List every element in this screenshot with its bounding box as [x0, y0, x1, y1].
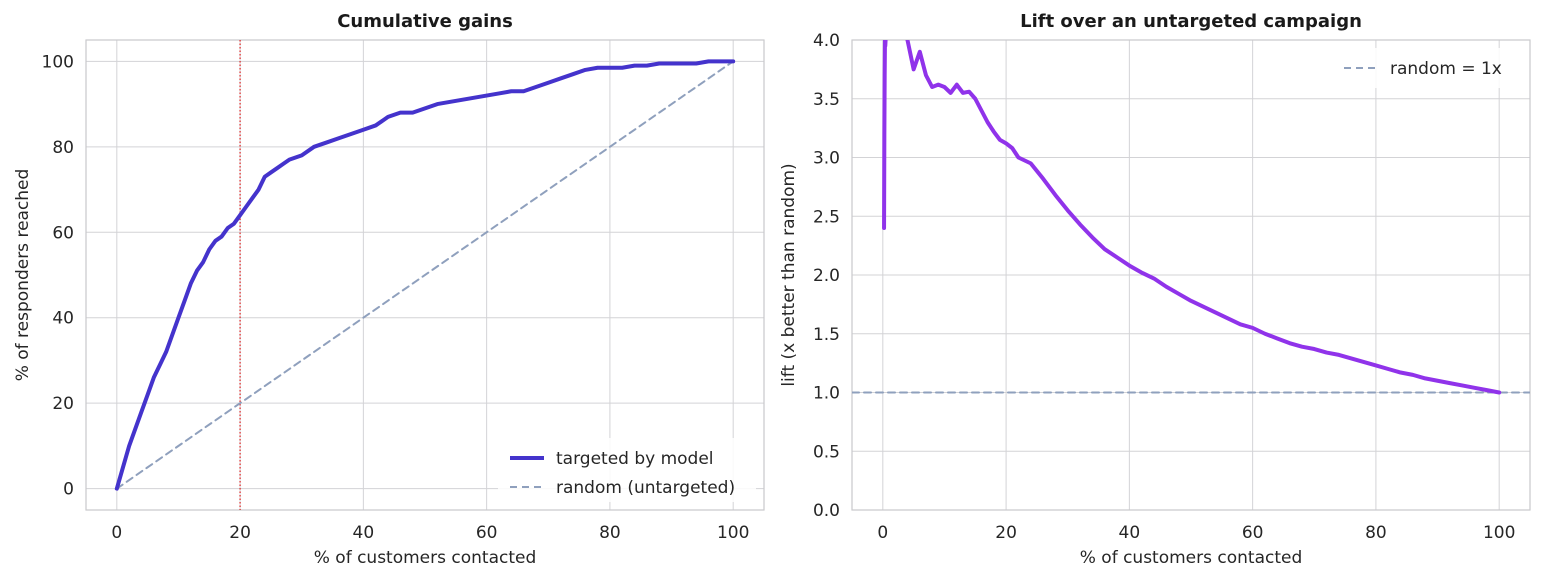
- y-tick-label: 100: [42, 52, 74, 72]
- x-tick-label: 60: [1242, 523, 1264, 543]
- series-line-random-untargeted-: [115, 60, 735, 490]
- series-line-lift: [882, 40, 1502, 395]
- y-tick-label: 60: [52, 223, 74, 243]
- gridlines: [86, 40, 764, 510]
- x-tick-label: 20: [995, 523, 1017, 543]
- chart-title: Lift over an untargeted campaign: [1020, 11, 1362, 32]
- x-axis-label: % of customers contacted: [314, 548, 537, 568]
- legend: random = 1x: [1332, 48, 1522, 88]
- x-tick-label: 80: [1365, 523, 1387, 543]
- x-tick-label: 0: [111, 523, 122, 543]
- chart-title: Cumulative gains: [337, 11, 513, 32]
- chart-panel-1: 0 20 40 60 80 100 0 20 40 60 80 100 Cumulative gains…: [13, 11, 765, 568]
- y-tick-label: 2.0: [813, 266, 840, 286]
- legend-label: random (untargeted): [556, 478, 735, 498]
- x-tick-label: 100: [1483, 523, 1515, 543]
- chart-panel-2: 0 20 40 60 80 100 0.0 0.5 1.0 1.5 2.0 2.5 3.0 3.5 4.0 L…: [779, 11, 1531, 568]
- legend: targeted by model random (untargeted): [498, 438, 756, 502]
- x-tick-label: 60: [476, 523, 498, 543]
- legend-label: targeted by model: [556, 449, 714, 469]
- x-tick-label: 40: [353, 523, 375, 543]
- y-tick-label: 20: [52, 394, 74, 414]
- legend-box: [498, 438, 756, 502]
- y-tick-label: 3.0: [813, 149, 840, 169]
- y-tick-label: 0.5: [813, 442, 840, 462]
- x-tick-label: 0: [877, 523, 888, 543]
- x-axis-label: % of customers contacted: [1080, 548, 1303, 568]
- y-tick-label: 0: [63, 480, 74, 500]
- y-tick-label: 3.5: [813, 90, 840, 110]
- gridlines: [852, 39, 1530, 511]
- y-tick-label: 1.5: [813, 325, 840, 345]
- series-group: [852, 40, 1530, 395]
- plot-frame: [851, 39, 1531, 511]
- y-tick-label: 80: [52, 138, 74, 158]
- series-line-targeted-by-model: [114, 59, 736, 491]
- series-group: [114, 40, 736, 510]
- y-tick-label: 4.0: [813, 31, 840, 51]
- y-tick-label: 1.0: [813, 384, 840, 404]
- y-axis-label: % of responders reached: [13, 169, 33, 382]
- x-tick-label: 80: [599, 523, 621, 543]
- legend-label: random = 1x: [1390, 59, 1502, 79]
- plot-frame: [85, 39, 765, 511]
- x-tick-label: 100: [717, 523, 749, 543]
- y-tick-label: 2.5: [813, 207, 840, 227]
- y-tick-label: 0.0: [813, 501, 840, 521]
- legend-box: [1332, 48, 1522, 88]
- y-axis-label: lift (x better than random): [779, 163, 799, 386]
- x-tick-label: 40: [1119, 523, 1141, 543]
- x-tick-label: 20: [229, 523, 251, 543]
- y-tick-label: 40: [52, 309, 74, 329]
